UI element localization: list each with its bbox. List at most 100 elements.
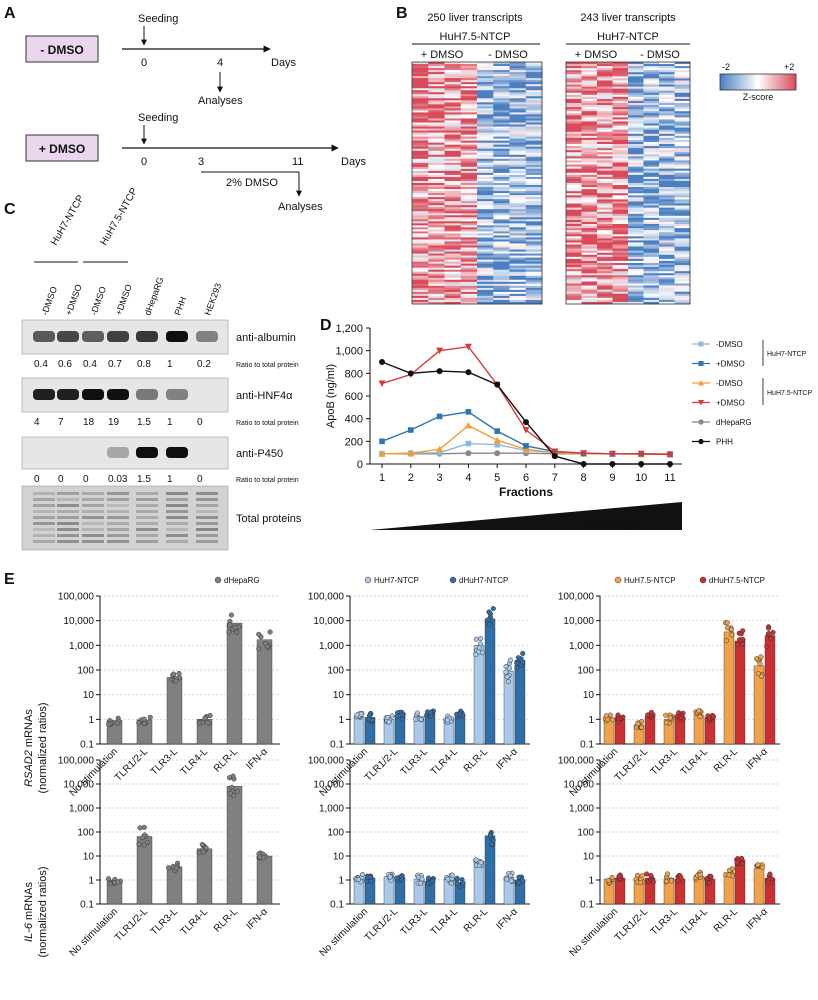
heatmap-cell: [659, 62, 675, 65]
heatmap-cell: [643, 72, 660, 75]
heatmap-cell: [612, 228, 629, 231]
heatmap-cell: [460, 102, 478, 105]
heatmap-cell: [444, 102, 462, 105]
heatmap-cell: [581, 64, 598, 67]
heatmap-cell: [659, 191, 675, 194]
d-point: [494, 428, 500, 434]
e-y-tick-label: 1: [588, 715, 594, 726]
d-point: [407, 370, 414, 377]
heatmap-cell: [566, 273, 582, 276]
blot-ratio: 0.8: [137, 359, 151, 370]
heatmap-cell: [674, 117, 691, 120]
heatmap-cell: [597, 148, 613, 151]
heatmap-cell: [460, 138, 478, 141]
d-point: [523, 419, 529, 426]
heatmap-cell: [597, 74, 613, 77]
heatmap-cell: [477, 72, 494, 75]
blot-smear: [196, 522, 218, 525]
heatmap-cell: [659, 260, 675, 264]
heatmap-cell: [509, 193, 527, 196]
heatmap-cell: [444, 148, 462, 152]
heatmap-cell: [460, 76, 478, 79]
heatmap-cell: [525, 152, 543, 156]
d-point: [436, 449, 443, 456]
heatmap-cell: [477, 215, 494, 218]
heatmap-cell: [628, 240, 644, 243]
e-dot: [764, 643, 770, 650]
heatmap-cell: [460, 197, 478, 200]
heatmap-cell: [612, 250, 629, 254]
e-x-tick-label: IFN-α: [244, 746, 270, 772]
heatmap-cell: [628, 131, 644, 135]
heatmap-cell: [628, 74, 644, 77]
heatmap-cell: [509, 174, 527, 178]
blot-group-label: HuH7.5-NTCP: [99, 186, 141, 248]
heatmap-cell: [612, 242, 629, 245]
heatmap-cell: [612, 146, 629, 149]
heatmap-cell: [612, 76, 629, 79]
e-dot: [229, 784, 235, 790]
heatmap-cell: [444, 209, 462, 212]
heatmap-cell: [509, 225, 527, 228]
il6-ylabel: IL-6 mRNAs: [23, 882, 35, 942]
e-dot: [767, 871, 773, 877]
heatmap-cell: [493, 84, 510, 87]
blot-smear: [33, 498, 55, 501]
e-y-tick-label: 1: [338, 715, 344, 726]
heatmap-cell: [612, 129, 629, 133]
heatmap-cell: [597, 221, 613, 225]
heatmap-cell: [628, 217, 644, 221]
heatmap-cell: [428, 156, 445, 160]
heatmap-cell: [612, 213, 629, 217]
heatmap-cell: [477, 195, 494, 198]
heatmap-cell: [412, 263, 429, 266]
zscore-scale: -2 +2 Z-score: [719, 62, 797, 102]
e-bar: [514, 659, 526, 745]
heatmap-cell: [493, 66, 510, 69]
heatmap-cell: [597, 281, 613, 284]
heatmap-cell: [477, 62, 494, 65]
heatmap-cell: [460, 112, 478, 115]
heatmap-cell: [643, 152, 660, 155]
heatmap-cell: [493, 68, 510, 71]
heatmap-cell: [493, 295, 510, 299]
heatmap-cell: [581, 185, 598, 188]
heatmap-cell: [412, 106, 429, 109]
d-point: [465, 450, 472, 457]
heatmap-cell: [612, 301, 629, 305]
heatmap-cell: [566, 94, 582, 98]
heatmap-cell: [428, 152, 445, 156]
heatmap-cell: [509, 185, 527, 188]
heatmap-cell: [659, 271, 675, 274]
heatmap-cell: [509, 189, 527, 192]
heatmap-cell: [444, 297, 462, 301]
heatmap-cell: [674, 170, 691, 174]
timeline-minus-dmso: - DMSO Seeding 0 4 Days Analyses: [25, 13, 297, 107]
heatmap-cell: [525, 283, 543, 287]
heatmap-cell: [444, 130, 462, 133]
heatmap-cell: [581, 103, 598, 106]
heatmap-cell: [444, 138, 462, 141]
minus-seeding-label: Seeding: [138, 13, 178, 25]
heatmap-cell: [659, 180, 675, 184]
heatmap-cell: [612, 211, 629, 215]
heatmap-cell: [659, 144, 675, 147]
d-x-tick-label: 5: [494, 472, 500, 484]
e-dot: [166, 865, 172, 871]
heatmap-cell: [612, 215, 629, 219]
heatmap-cell: [525, 249, 543, 252]
heatmap-cell: [477, 285, 494, 289]
heatmap-cell: [509, 144, 527, 147]
heatmap-cell: [566, 203, 582, 206]
heatmap-cell: [412, 193, 429, 196]
blot-smear: [107, 534, 129, 537]
d-point: [637, 450, 645, 458]
heatmap-cell: [566, 119, 582, 122]
heatmap-cell: [477, 160, 494, 164]
d-legend-marker: [698, 341, 704, 347]
heatmap-cell: [509, 130, 527, 133]
heatmap-cell: [477, 140, 494, 143]
heatmap-cell: [597, 162, 613, 165]
e-dot: [354, 712, 360, 718]
heatmap-cell: [628, 66, 644, 69]
